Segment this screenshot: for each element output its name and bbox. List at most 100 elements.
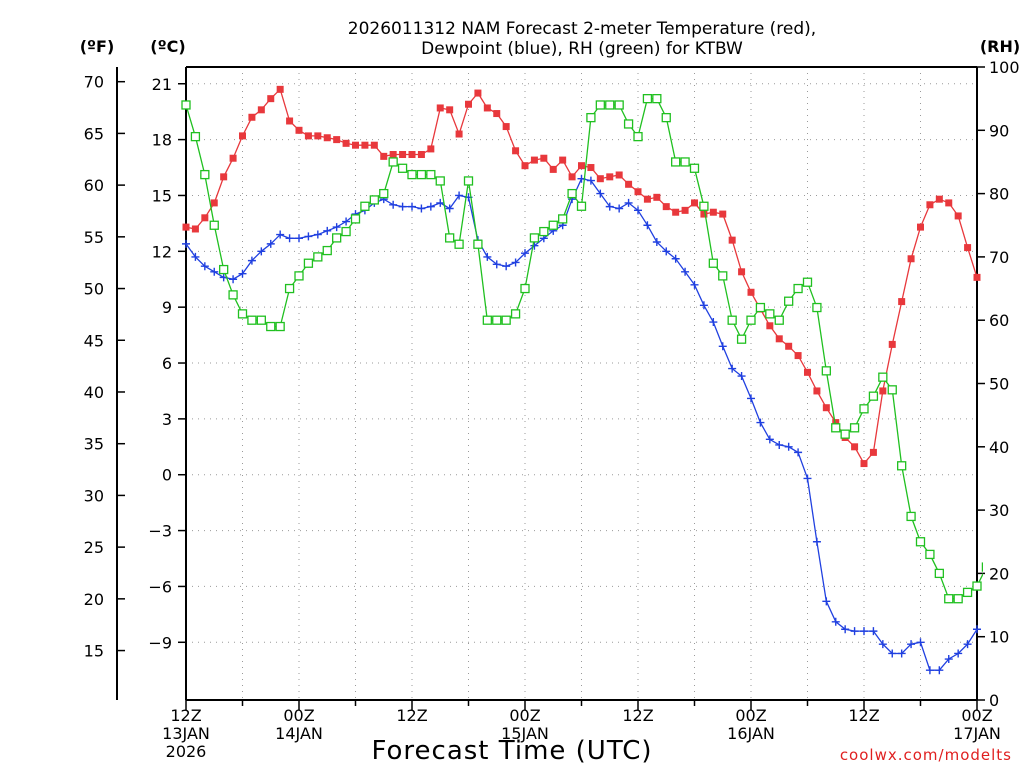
rh-point	[784, 296, 794, 306]
temperature-point	[304, 132, 312, 140]
dewpoint-point	[596, 189, 605, 198]
rh-point	[397, 163, 408, 173]
rh-point	[812, 302, 822, 313]
rh-point	[341, 226, 351, 237]
temperature-point	[342, 139, 350, 147]
rh-point	[897, 461, 907, 471]
x-axis-label: Forecast Time (UTC)	[371, 736, 652, 766]
x-tick-label: 14JAN	[275, 724, 323, 743]
temperature-point	[521, 162, 529, 170]
dewpoint-point	[323, 226, 332, 235]
rh-point	[887, 385, 897, 395]
rh-point	[981, 562, 983, 572]
rh-point	[576, 201, 587, 211]
celsius-tick-label: 3	[162, 410, 172, 429]
dewpoint-point	[822, 597, 831, 606]
dewpoint-point	[455, 191, 464, 200]
dewpoint-point	[530, 241, 539, 250]
dewpoint-point	[784, 442, 793, 451]
rh-line	[185, 98, 983, 600]
dewpoint-point	[483, 252, 492, 261]
temperature-point	[813, 387, 821, 395]
rh-tick-label: 40	[989, 438, 1009, 457]
celsius-tick-label: 6	[162, 354, 172, 373]
temperature-point	[530, 156, 538, 164]
rh-point	[510, 309, 521, 319]
dewpoint-point	[803, 474, 812, 483]
temperature-point	[455, 130, 463, 138]
rh-tick-label: 20	[989, 564, 1009, 583]
temperature-point	[709, 208, 717, 216]
dewpoint-point	[521, 249, 529, 258]
dewpoint-point	[426, 202, 435, 211]
rh-point	[454, 239, 464, 249]
dewpoint-point	[869, 627, 878, 636]
celsius-tick-label: 9	[162, 298, 172, 317]
temperature-point	[257, 106, 265, 114]
rh-point	[831, 423, 841, 433]
rh-point	[190, 131, 201, 142]
chart-title-line-1: 2026011312 NAM Forecast 2-meter Temperat…	[348, 19, 816, 39]
temperature-point	[540, 154, 548, 162]
x-tick-label: 12Z	[396, 706, 427, 725]
dewpoint-point	[737, 372, 746, 381]
rh-point	[859, 404, 869, 414]
rh-point	[718, 271, 728, 281]
temperature-point	[483, 104, 491, 112]
dewpoint-point	[238, 269, 247, 278]
rh-point	[906, 511, 916, 522]
dewpoint-point	[709, 318, 718, 327]
rh-point	[369, 195, 379, 205]
dewpoint-point	[332, 223, 341, 232]
rh-point	[868, 391, 879, 401]
rh-point	[407, 169, 417, 180]
temperature-point	[822, 404, 830, 412]
dewpoint-point	[492, 260, 501, 269]
temperature-point	[964, 244, 972, 252]
x-tick-label: 00Z	[735, 706, 766, 725]
dewpoint-point	[841, 625, 850, 634]
rh-point	[793, 283, 803, 294]
rh-point	[482, 315, 492, 325]
temperature-point	[399, 151, 407, 159]
temperature-point	[662, 203, 670, 211]
rh-tick-label: 10	[989, 628, 1009, 647]
dewpoint-point	[652, 238, 661, 247]
rh-point	[915, 537, 926, 547]
celsius-tick-label: 18	[152, 131, 172, 150]
dewpoint-point	[285, 234, 294, 243]
temperature-point	[973, 273, 981, 281]
dewpoint-point	[765, 435, 774, 444]
temperature-point	[568, 173, 576, 181]
dewpoint-point	[210, 267, 219, 276]
dewpoint-point	[276, 230, 285, 239]
gridlines	[186, 67, 977, 700]
rh-point	[219, 264, 229, 275]
dewpoint-point	[794, 448, 803, 457]
rh-point	[350, 214, 361, 224]
dewpoint-point	[502, 262, 511, 271]
rh-point	[727, 315, 737, 325]
temperature-point	[738, 268, 746, 276]
dewpoint-point	[888, 649, 897, 658]
temperature-point	[625, 180, 633, 188]
temperature-point	[286, 117, 294, 125]
rh-point	[849, 423, 860, 433]
temperature-point	[436, 104, 444, 112]
rh-point	[284, 283, 295, 294]
rh-point	[962, 587, 973, 598]
x-tick-label: 16JAN	[727, 724, 775, 743]
temperature-point	[248, 113, 256, 121]
temperature-point	[691, 199, 698, 207]
temperature-point	[606, 173, 614, 181]
rh-point	[925, 549, 935, 560]
rh-tick-label: 0	[989, 691, 999, 710]
dewpoint-point	[681, 267, 690, 276]
rh-point	[275, 321, 285, 332]
temperature-point	[446, 106, 454, 114]
dewpoint-point	[586, 176, 595, 185]
celsius-tick-label: −6	[148, 577, 172, 596]
rh-point	[303, 258, 314, 268]
series-layer	[181, 85, 983, 675]
temperature-point	[672, 208, 680, 216]
